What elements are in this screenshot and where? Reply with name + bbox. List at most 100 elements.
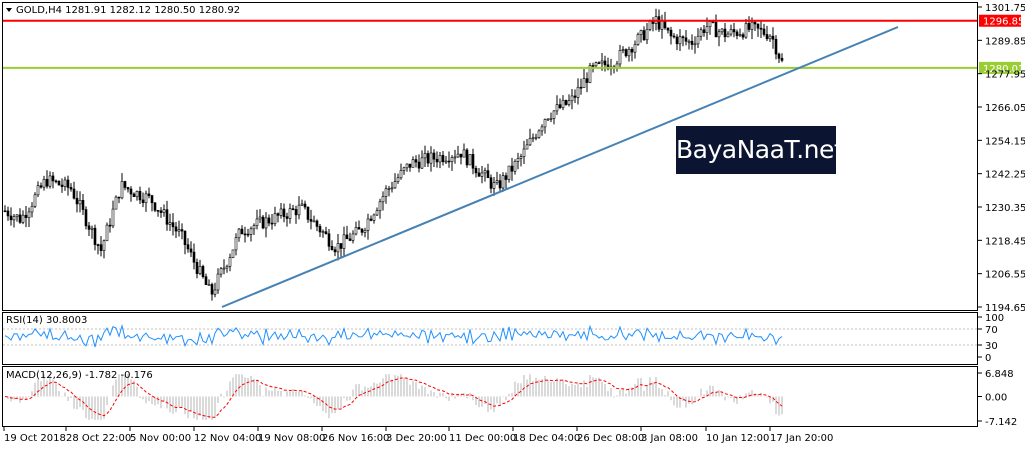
candle-body — [303, 203, 307, 208]
candle-body — [600, 60, 604, 64]
price-axis-label: 1218.45 — [985, 236, 1025, 247]
candle-body — [774, 38, 778, 55]
candle-body — [279, 208, 283, 216]
time-axis-label: 3 Dec 20:00 — [386, 433, 447, 444]
candle-body — [426, 153, 430, 164]
axes: 1301.75 1289.85 1277.95 1266.05 1254.15 1242.… — [3, 3, 1025, 444]
time-axis-label: 19 Nov 08:00 — [258, 433, 325, 444]
candle-body — [345, 234, 349, 240]
candle-body — [375, 210, 379, 216]
candle-body — [363, 230, 367, 233]
candle-body — [48, 175, 52, 187]
candle-body — [735, 31, 739, 36]
candle-body — [210, 284, 214, 295]
candle-body — [318, 226, 322, 233]
candle-body — [351, 233, 355, 241]
candle-body — [21, 214, 25, 223]
candle-body — [378, 201, 382, 212]
macd-panel-frame — [2, 366, 978, 427]
candle-body — [405, 163, 409, 169]
candle-body — [396, 177, 400, 182]
time-axis-label: 19 Oct 2018 — [4, 433, 66, 444]
candle-body — [402, 167, 406, 171]
candle-body — [222, 267, 226, 270]
candle-body — [474, 167, 478, 174]
candle-body — [255, 218, 259, 226]
candle-body — [414, 159, 418, 163]
trendline — [221, 26, 899, 308]
candle-body — [585, 78, 589, 83]
candle-body — [69, 187, 73, 190]
candle-body — [678, 36, 682, 45]
candle-body — [660, 20, 664, 30]
dropdown-arrow-icon[interactable] — [6, 8, 12, 12]
candle-body — [237, 228, 241, 239]
candle-body — [72, 188, 76, 199]
candle-body — [417, 161, 421, 169]
candle-body — [729, 29, 733, 35]
candle-body — [435, 158, 439, 163]
candle-body — [366, 218, 370, 231]
candle-body — [348, 238, 352, 241]
candle-body — [444, 160, 448, 163]
candle-body — [633, 44, 637, 53]
candle-body — [315, 220, 319, 227]
candle-body — [183, 230, 187, 245]
candle-body — [573, 95, 577, 98]
price-axis-label: 1301.75 — [985, 3, 1025, 14]
candle-body — [93, 227, 97, 245]
candle-body — [204, 276, 208, 285]
candle-body — [552, 110, 556, 119]
candle-body — [705, 26, 709, 34]
candle-body — [480, 172, 484, 177]
candle-body — [312, 220, 316, 223]
candle-body — [117, 196, 121, 199]
candle-body — [213, 289, 217, 295]
candle-body — [357, 227, 361, 230]
candle-body — [381, 196, 385, 203]
price-axis-label: 1266.05 — [985, 103, 1025, 114]
candle-body — [579, 86, 583, 89]
candle-body — [753, 21, 757, 25]
rsi-line — [4, 323, 783, 348]
candle-body — [99, 244, 103, 251]
candle-body — [129, 188, 133, 195]
candle-body — [339, 243, 343, 249]
candle-body — [387, 188, 391, 190]
candle-body — [159, 210, 163, 213]
candle-body — [768, 35, 772, 40]
candle-body — [225, 265, 229, 269]
candle-body — [642, 30, 646, 41]
time-axis-label: 18 Dec 04:00 — [513, 433, 580, 444]
candle-body — [12, 216, 16, 221]
candle-body — [411, 159, 415, 168]
rsi-axis-label: 70 — [985, 325, 998, 336]
candle-body — [447, 160, 451, 163]
candle-body — [156, 209, 160, 212]
candle-body — [147, 193, 151, 196]
candle-body — [126, 187, 130, 190]
candle-body — [120, 181, 124, 199]
candle-body — [174, 226, 178, 232]
candle-body — [570, 95, 574, 102]
time-axis-label: 26 Dec 08:00 — [577, 433, 644, 444]
candle-body — [138, 191, 142, 201]
candle-body — [687, 40, 691, 43]
candle-body — [465, 149, 469, 166]
candle-body — [42, 178, 46, 188]
candle-body — [648, 20, 652, 30]
candle-body — [462, 149, 466, 158]
candle-body — [432, 152, 436, 160]
candle-body — [324, 231, 328, 235]
candle-body — [66, 179, 70, 188]
candle-body — [63, 179, 67, 187]
candle-body — [369, 218, 373, 221]
candle-body — [732, 29, 736, 33]
candle-body — [360, 228, 364, 233]
candle-body — [621, 49, 625, 51]
candle-body — [144, 193, 148, 204]
macd-signal-line — [4, 377, 783, 418]
candle-body — [27, 211, 31, 218]
